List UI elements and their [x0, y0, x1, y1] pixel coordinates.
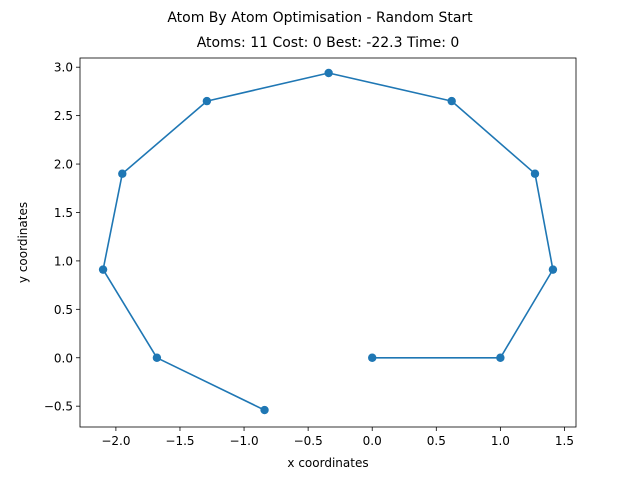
- data-point: [447, 96, 456, 106]
- x-tick-label: −0.5: [294, 434, 323, 448]
- data-point: [260, 405, 269, 415]
- data-point: [324, 68, 333, 78]
- axes-frame: [79, 57, 577, 428]
- data-point: [118, 169, 127, 178]
- x-axis: −2.0 −1.5 −1.0 −0.5 0.0 0.5 1.0 1.5: [101, 427, 574, 448]
- x-tick-label: 1.5: [555, 434, 574, 448]
- x-axis-label: x coordinates: [287, 456, 368, 470]
- y-tick-label: 0.5: [54, 303, 73, 317]
- x-tick-label: −2.0: [101, 434, 130, 448]
- plot-area: [98, 68, 558, 415]
- y-axis-label: y coordinates: [16, 202, 30, 283]
- x-tick-label: 1.0: [491, 434, 510, 448]
- data-point: [530, 169, 540, 178]
- y-tick-label: 3.0: [54, 61, 73, 75]
- data-point: [152, 353, 162, 362]
- data-point: [202, 96, 212, 106]
- chart-suptitle: Atom By Atom Optimisation - Random Start: [167, 10, 473, 26]
- x-tick-label: 0.0: [363, 434, 382, 448]
- y-tick-label: 2.0: [54, 158, 73, 172]
- data-point: [548, 265, 558, 274]
- x-tick-label: −1.5: [165, 434, 194, 448]
- chart-title: Atoms: 11 Cost: 0 Best: -22.3 Time: 0: [197, 35, 460, 51]
- y-tick-label: 1.5: [54, 206, 73, 220]
- data-point: [496, 353, 505, 362]
- x-tick-label: −1.0: [229, 434, 258, 448]
- y-tick-label: −0.5: [44, 400, 73, 414]
- y-tick-label: 1.0: [54, 254, 73, 268]
- y-tick-label: 2.5: [54, 109, 73, 123]
- data-point: [368, 353, 377, 362]
- y-axis: −0.5 0.0 0.5 1.0 1.5 2.0 2.5 3.0: [44, 61, 80, 414]
- data-point: [98, 265, 108, 274]
- x-tick-label: 0.5: [427, 434, 446, 448]
- y-tick-label: 0.0: [54, 351, 73, 365]
